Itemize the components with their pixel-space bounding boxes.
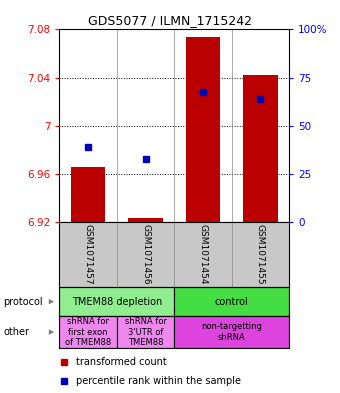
Bar <box>174 287 289 316</box>
Text: non-targetting
shRNA: non-targetting shRNA <box>201 322 262 342</box>
Bar <box>129 219 163 222</box>
Bar <box>59 287 174 316</box>
Bar <box>117 316 174 348</box>
Text: shRNA for
first exon
of TMEM88: shRNA for first exon of TMEM88 <box>65 317 111 347</box>
Text: GDS5077 / ILMN_1715242: GDS5077 / ILMN_1715242 <box>88 14 252 27</box>
Text: GSM1071455: GSM1071455 <box>256 224 265 285</box>
Text: GSM1071456: GSM1071456 <box>141 224 150 285</box>
Bar <box>186 37 220 222</box>
Text: transformed count: transformed count <box>75 356 166 367</box>
Text: percentile rank within the sample: percentile rank within the sample <box>75 376 241 386</box>
Text: protocol: protocol <box>3 297 43 307</box>
Text: control: control <box>215 297 249 307</box>
Bar <box>174 316 289 348</box>
Text: other: other <box>3 327 29 337</box>
Text: GSM1071457: GSM1071457 <box>84 224 93 285</box>
Bar <box>71 167 105 222</box>
Bar <box>243 75 277 222</box>
Text: GSM1071454: GSM1071454 <box>199 224 207 285</box>
Text: TMEM88 depletion: TMEM88 depletion <box>72 297 162 307</box>
Bar <box>59 316 117 348</box>
Text: shRNA for
3'UTR of
TMEM88: shRNA for 3'UTR of TMEM88 <box>124 317 167 347</box>
